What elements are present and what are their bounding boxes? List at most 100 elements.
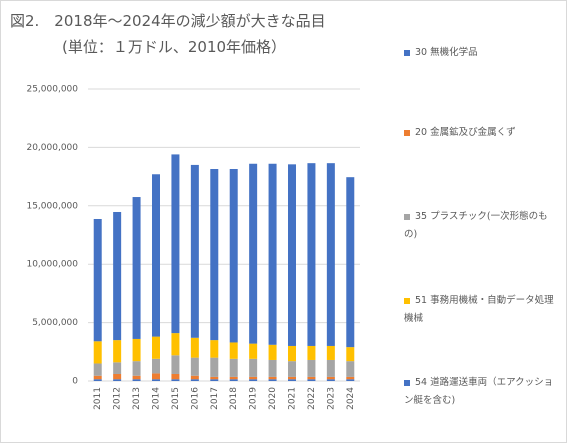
legend-swatch — [404, 379, 410, 386]
bar-segment — [268, 163, 277, 345]
bar-segment — [132, 338, 141, 362]
bar-segment — [190, 337, 199, 358]
bar-segment — [113, 373, 122, 380]
x-tick-label: 2015 — [171, 387, 181, 410]
bar-segment — [152, 358, 160, 374]
legend-entry: 51 事務用機械・自動データ処理機械 — [404, 292, 554, 328]
y-tick-label: 20,000,000 — [26, 143, 78, 153]
x-tick-label: 2013 — [132, 387, 142, 410]
bar-segment — [171, 373, 180, 380]
bar-segment — [210, 357, 219, 377]
legend-swatch — [404, 129, 410, 136]
x-tick-label: 2019 — [249, 387, 259, 410]
bar-segment — [346, 361, 355, 377]
bar-segment — [249, 343, 258, 359]
chart-subtitle: (単位：１万ドル、2010年価格） — [62, 38, 287, 56]
bar-segment — [229, 376, 238, 380]
bar-segment — [268, 344, 277, 360]
bar-segment — [249, 358, 258, 377]
x-tick-label: 2014 — [152, 387, 162, 410]
bar-segment — [307, 376, 316, 380]
bar-segment — [288, 164, 296, 346]
x-tick-label: 2022 — [307, 387, 317, 410]
bar-segment — [113, 362, 122, 374]
bar-segment — [307, 359, 316, 377]
bar-segment — [346, 177, 355, 348]
bar-segment — [268, 359, 277, 377]
bar-segment — [171, 154, 180, 334]
bar-segment — [93, 363, 102, 376]
bar-segment — [326, 379, 335, 381]
bar-segment — [288, 376, 296, 380]
bar-segment — [307, 163, 316, 346]
bar-segment — [307, 345, 316, 360]
bar-segment — [190, 379, 199, 381]
bar-segment — [152, 379, 160, 381]
legend-entry: 54 道路運送車両（エアクッション艇を含む) — [404, 374, 554, 410]
bar-segment — [326, 359, 335, 377]
bar-segment — [210, 379, 219, 381]
bar-segment — [171, 333, 180, 356]
y-tick-label: 25,000,000 — [26, 85, 78, 95]
legend-entry: 35 プラスチック(一次形態のもの) — [404, 208, 554, 244]
bar-segment — [229, 358, 238, 377]
x-tick-label: 2017 — [210, 387, 220, 410]
bar-segment — [113, 211, 122, 341]
bar-segment — [113, 379, 122, 381]
legend-entry: 30 無機化学品 — [404, 44, 554, 62]
legend-label: 35 プラスチック(一次形態のもの) — [404, 211, 548, 240]
bar-segment — [288, 361, 296, 377]
bar-segment — [171, 355, 180, 374]
legend-label: 54 道路運送車両（エアクッション艇を含む) — [404, 377, 554, 406]
bar-segment — [249, 163, 258, 344]
legend-swatch — [404, 297, 410, 304]
bar-segment — [190, 357, 199, 376]
bar-segment — [210, 169, 219, 341]
bar-segment — [93, 375, 102, 380]
bar-segment — [152, 174, 160, 337]
legend-swatch — [404, 213, 410, 220]
bar-segment — [229, 169, 238, 343]
x-tick-label: 2018 — [229, 387, 239, 410]
x-tick-label: 2023 — [326, 387, 336, 410]
bar-segment — [132, 361, 141, 376]
x-tick-label: 2011 — [93, 387, 103, 410]
y-tick-label: 10,000,000 — [26, 260, 78, 270]
bar-segment — [326, 345, 335, 360]
bar-segment — [190, 375, 199, 380]
bar-segment — [132, 375, 141, 380]
bar-segment — [249, 376, 258, 380]
bar-segment — [113, 340, 122, 363]
bar-segment — [229, 379, 238, 381]
bar-segment — [210, 340, 219, 358]
bar-segment — [93, 379, 102, 381]
x-tick-label: 2016 — [190, 387, 200, 410]
bar-segment — [288, 379, 296, 381]
legend-entry: 20 金属鉱及び金属くず — [404, 124, 554, 142]
y-tick-label: 15,000,000 — [26, 201, 78, 211]
y-tick-label: 5,000,000 — [32, 318, 78, 328]
bar-segment — [326, 376, 335, 380]
bar-segment — [249, 379, 258, 381]
x-tick-label: 2024 — [346, 387, 356, 410]
bar-segment — [268, 376, 277, 380]
bar-segment — [132, 197, 141, 339]
bar-segment — [229, 342, 238, 359]
bar-segment — [346, 376, 355, 380]
bar-segment — [152, 336, 160, 359]
legend-label: 51 事務用機械・自動データ処理機械 — [404, 295, 554, 324]
legend-label: 20 金属鉱及び金属くず — [415, 127, 516, 138]
bar-segment — [307, 379, 316, 381]
bar-segment — [93, 341, 102, 364]
bar-segment — [190, 164, 199, 338]
x-tick-label: 2021 — [288, 387, 298, 410]
chart-title: 図2. 2018年～2024年の減少額が大きな品目 — [10, 12, 326, 30]
bar-segment — [171, 379, 180, 381]
x-tick-label: 2012 — [113, 387, 123, 410]
legend-swatch — [404, 49, 410, 56]
bar-segment — [326, 163, 335, 346]
bar-segment — [346, 379, 355, 381]
legend-label: 30 無機化学品 — [415, 47, 478, 58]
